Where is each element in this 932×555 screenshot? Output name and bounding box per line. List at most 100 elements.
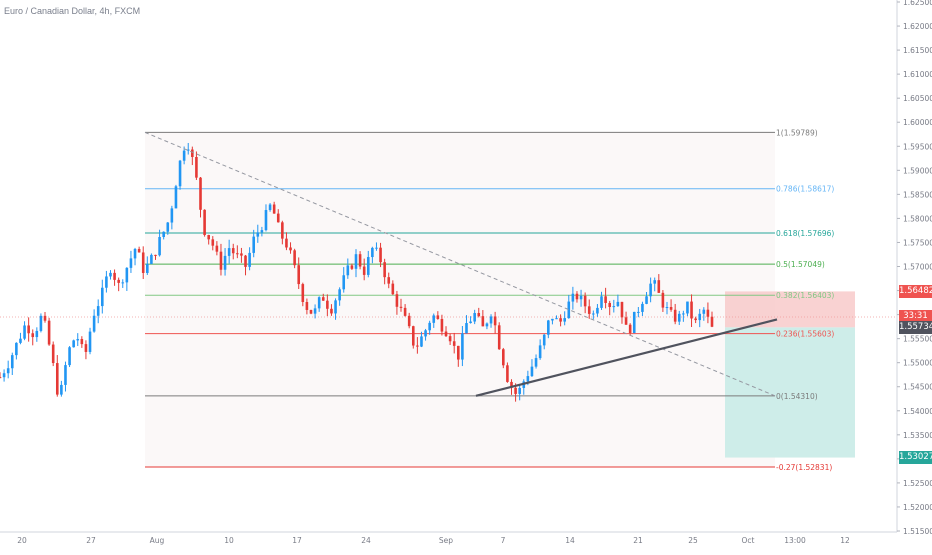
- candle-body: [35, 330, 39, 338]
- time-tick-label: Aug: [150, 536, 165, 545]
- candle-body: [330, 308, 333, 314]
- candle-body: [170, 208, 174, 223]
- candle-body: [154, 254, 157, 256]
- candle-body: [203, 209, 206, 236]
- candle-body: [465, 323, 468, 334]
- candle-body: [23, 325, 26, 339]
- candle-body: [109, 272, 112, 277]
- candle-body: [366, 257, 370, 275]
- fib-label-6: 0(1.54310): [776, 392, 818, 401]
- candle-body: [673, 309, 677, 322]
- candle-body: [547, 320, 550, 335]
- candle-body: [264, 210, 268, 231]
- candle-body: [358, 254, 362, 267]
- candle-body: [526, 376, 530, 382]
- candle-body: [289, 247, 292, 251]
- candle-body: [473, 313, 476, 322]
- candle-body: [481, 316, 485, 327]
- candle-body: [534, 358, 538, 367]
- candle-body: [538, 345, 542, 359]
- candle-body: [411, 326, 415, 346]
- stop-loss-zone: [725, 291, 855, 328]
- price-tick-label: 1.62000: [903, 22, 932, 31]
- candle-body: [620, 301, 624, 318]
- candle-body: [563, 318, 566, 322]
- candle-body: [383, 262, 386, 278]
- candle-body: [403, 307, 407, 316]
- candle-body: [60, 384, 63, 395]
- candle-body: [551, 318, 554, 321]
- candle-body: [694, 318, 697, 321]
- price-tick-label: 1.59500: [903, 142, 932, 151]
- candle-body: [579, 295, 583, 300]
- candle-body: [616, 301, 620, 307]
- candle-body: [350, 265, 354, 269]
- candle-body: [158, 236, 161, 256]
- candle-body: [195, 156, 198, 178]
- candle-body: [686, 301, 689, 314]
- candle-body: [301, 284, 305, 303]
- candle-body: [121, 282, 125, 284]
- candle-body: [51, 344, 55, 364]
- fib-label-7: -0.27(1.52831): [776, 463, 832, 472]
- time-axis: 20 27 Aug 10 17 24 Sep 7 14 21 25 Oct 13:00 12: [0, 531, 897, 545]
- candle-body: [133, 248, 137, 259]
- price-tick-label: 1.51500: [903, 527, 932, 536]
- candle-body: [88, 331, 92, 352]
- candle-body: [555, 318, 558, 320]
- fib-background: [145, 132, 775, 467]
- candle-body: [15, 342, 18, 356]
- candle-body: [47, 320, 51, 345]
- candle-body: [96, 306, 100, 316]
- candle-body: [416, 345, 419, 347]
- candle-body: [542, 334, 546, 346]
- candle-body: [485, 323, 489, 327]
- candle-body: [669, 307, 673, 310]
- time-tick-label: 25: [688, 536, 698, 545]
- price-tick-label: 1.55000: [903, 359, 932, 368]
- candle-body: [649, 283, 652, 297]
- candle-body: [219, 251, 223, 270]
- price-tick-label: 1.62500: [903, 0, 932, 7]
- fib-label-3: 0.5(1.57049): [776, 260, 825, 269]
- candle-body: [141, 252, 145, 273]
- candle-body: [587, 306, 591, 314]
- candle-body: [575, 293, 579, 300]
- candle-body: [502, 349, 505, 366]
- price-tick-label: 1.54000: [903, 407, 932, 416]
- candle-body: [391, 283, 395, 295]
- fib-label-1: 0.786(1.58617): [776, 185, 834, 194]
- candle-body: [677, 313, 681, 322]
- trendline: [475, 318, 778, 397]
- candle-body: [506, 365, 509, 382]
- candle-body: [105, 276, 108, 288]
- candle-body: [399, 306, 403, 308]
- time-tick-label: 7: [501, 536, 506, 545]
- candle-body: [305, 302, 309, 310]
- candle-body: [469, 321, 472, 324]
- candle-body: [600, 296, 603, 308]
- current-price-tag: 1.55734: [899, 320, 932, 334]
- candle-body: [665, 307, 669, 309]
- candle-body: [150, 254, 153, 264]
- price-tick-label: 1.57500: [903, 238, 932, 247]
- price-axis: 1.62500 1.62000 1.61500 1.61000 1.60500 1.600…: [896, 0, 932, 550]
- dashed-diagonal: [144, 131, 776, 397]
- candle-body: [637, 311, 640, 313]
- candle-body: [182, 150, 186, 161]
- candle-body: [272, 204, 276, 214]
- time-tick-label: 27: [86, 536, 96, 545]
- candle-body: [592, 313, 595, 315]
- candle-body: [641, 303, 644, 312]
- candle-body: [223, 255, 227, 270]
- candle-body: [248, 252, 251, 267]
- candle-body: [444, 331, 448, 337]
- candle-body: [682, 313, 685, 315]
- candle-body: [137, 248, 141, 253]
- price-tick-label: 1.58000: [903, 214, 932, 223]
- candle-body: [162, 231, 165, 237]
- candle-body: [452, 341, 456, 346]
- candle-body: [448, 336, 452, 342]
